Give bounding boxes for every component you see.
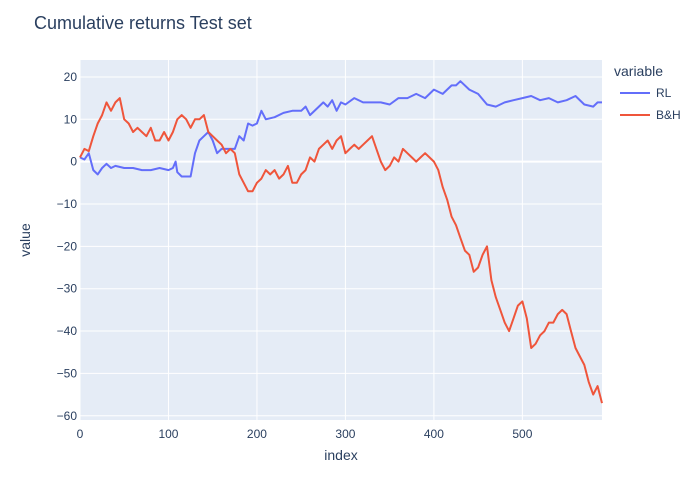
plot-area (80, 60, 602, 420)
y-tick-label: 10 (64, 112, 78, 126)
legend-item-rl[interactable]: RL (620, 86, 672, 100)
y-tick-label: −10 (57, 197, 78, 211)
y-axis-ticks: −60 −50 −40 −30 −20 −10 0 10 20 (57, 70, 78, 423)
legend: variable RL B&H (614, 63, 681, 122)
x-tick-label: 500 (512, 427, 532, 441)
y-tick-label: −50 (57, 366, 78, 380)
y-axis-label: value (17, 223, 33, 257)
series-line-bh[interactable] (79, 97, 603, 404)
legend-title: variable (614, 63, 663, 79)
y-tick-label: −60 (57, 409, 78, 423)
x-axis-ticks: 0 100 200 300 400 500 (77, 427, 533, 441)
x-tick-label: 100 (158, 427, 178, 441)
gridlines (79, 60, 602, 420)
chart-title: Cumulative returns Test set (34, 13, 252, 33)
y-tick-label: −20 (57, 239, 78, 253)
x-axis-label: index (324, 447, 357, 463)
x-tick-label: 200 (247, 427, 267, 441)
y-tick-label: −40 (57, 324, 78, 338)
y-tick-label: 20 (64, 70, 78, 84)
x-tick-label: 0 (77, 427, 84, 441)
y-tick-label: 0 (70, 155, 77, 169)
series-line-rl[interactable] (79, 80, 602, 178)
legend-label-rl: RL (656, 86, 672, 100)
legend-item-bh[interactable]: B&H (620, 108, 681, 122)
x-tick-label: 400 (424, 427, 444, 441)
legend-label-bh: B&H (656, 108, 681, 122)
y-tick-label: −30 (57, 282, 78, 296)
x-tick-label: 300 (335, 427, 355, 441)
series-lines (79, 80, 603, 404)
